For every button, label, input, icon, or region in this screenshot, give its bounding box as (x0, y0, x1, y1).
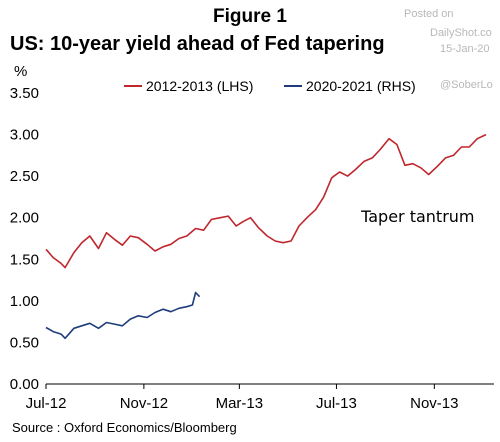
watermark-site: DailyShot.co (430, 27, 492, 39)
legend-label-2012-2013: 2012-2013 (LHS) (146, 78, 253, 94)
y-tick-label: 2.00 (10, 210, 39, 227)
figure-label: Figure 1 (213, 6, 287, 27)
y-tick-label: 1.50 (10, 251, 39, 268)
series-layer (45, 133, 487, 340)
x-tick-label: Nov-13 (410, 395, 458, 412)
y-tick-label: 1.00 (10, 293, 39, 310)
watermark-date: 15-Jan-20 (440, 43, 490, 55)
x-tick-label: Mar-13 (216, 395, 264, 412)
chart-title: US: 10-year yield ahead of Fed tapering (10, 33, 385, 55)
taper-tantrum-annotation: Taper tantrum (360, 207, 474, 226)
y-tick-label: 2.50 (10, 168, 39, 185)
series-line-2012-2013 (45, 133, 487, 269)
series-line-2020-2021 (45, 291, 201, 340)
y-axis-unit-label: % (14, 63, 27, 80)
x-axis-ticks: Jul-12 Nov-12 Mar-13 Jul-13 Nov-13 (26, 384, 458, 412)
y-tick-label: 0.50 (10, 334, 39, 351)
x-tick-label: Jul-12 (26, 395, 67, 412)
source-note: Source : Oxford Economics/Bloomberg (12, 420, 237, 435)
legend-label-2020-2021: 2020-2021 (RHS) (306, 78, 416, 94)
watermark-posted-on: Posted on (404, 8, 454, 20)
y-tick-label: 0.00 (10, 376, 39, 393)
watermark-handle: @SoberLo (440, 79, 493, 91)
y-axis-ticks: 0.00 0.50 1.00 1.50 2.00 2.50 3.00 3.50 (10, 85, 39, 393)
y-tick-label: 3.00 (10, 127, 39, 144)
y-tick-label: 3.50 (10, 85, 39, 102)
x-tick-label: Jul-13 (316, 395, 357, 412)
x-tick-label: Nov-12 (120, 395, 168, 412)
